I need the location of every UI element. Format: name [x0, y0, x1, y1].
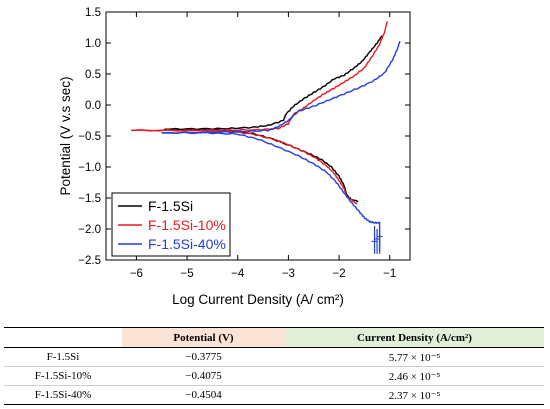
cell-potential: −0.4075	[185, 370, 222, 382]
table-row: F-1.5Si −0.3775 5.77 × 10⁻⁵	[4, 348, 544, 367]
cell-current-density: 2.46 × 10⁻⁵	[388, 370, 441, 383]
x-tick-label: −5	[181, 268, 194, 280]
x-tick-label: −3	[282, 268, 295, 280]
series-line-1-anodic	[164, 35, 383, 131]
cell-sample: F-1.5Si-10%	[34, 370, 92, 382]
y-tick-label: 0.0	[85, 100, 101, 112]
table-row: F-1.5Si-40% −0.4504 2.37 × 10⁻⁵	[4, 386, 544, 405]
legend-label: F-1.5Si-40%	[148, 236, 226, 252]
y-axis-title: Potential (V v.s sec)	[58, 76, 73, 195]
cell-sample: F-1.5Si	[46, 351, 80, 363]
series-line-3-anodic	[161, 40, 401, 134]
y-tick-label: −2.0	[78, 224, 101, 236]
x-tick-label: −4	[231, 268, 245, 280]
cell-potential: −0.3775	[185, 351, 222, 363]
header-current-density: Current Density (A/cm²)	[285, 327, 544, 348]
header-potential: Potential (V)	[122, 327, 285, 348]
x-axis-title: Log Current Density (A/ cm²)	[172, 292, 344, 307]
table-row: F-1.5Si-10% −0.4075 2.46 × 10⁻⁵	[4, 367, 544, 386]
cell-sample: F-1.5Si-40%	[34, 389, 92, 401]
y-tick-label: 0.5	[85, 69, 101, 81]
cell-potential: −0.4504	[185, 389, 222, 401]
y-tick-label: −1.5	[78, 193, 101, 205]
y-tick-label: 1.5	[85, 7, 101, 19]
legend-label: F-1.5Si-10%	[148, 217, 226, 233]
x-tick-label: −2	[333, 268, 346, 280]
table-header-row: Potential (V) Current Density (A/cm²)	[4, 327, 544, 348]
results-table: Potential (V) Current Density (A/cm²) F-…	[4, 327, 544, 405]
x-tick-label: −6	[130, 268, 143, 280]
chart-marks: −6 −5 −4 −3 −2 −1 1.5 1.0 0.5 0.0 −0.5 −1.0 −1.5 −2.0…	[58, 7, 411, 307]
legend-label: F-1.5Si	[148, 198, 193, 214]
series-line-3-cathodic	[161, 131, 381, 251]
y-tick-label: −0.5	[78, 131, 101, 143]
header-sample	[4, 328, 122, 348]
y-tick-label: −2.5	[78, 255, 101, 267]
y-tick-label: 1.0	[85, 38, 101, 50]
cell-current-density: 2.37 × 10⁻⁵	[388, 389, 441, 402]
y-tick-label: −1.0	[78, 162, 101, 174]
x-tick-label: −1	[383, 268, 396, 280]
series-line-2-anodic	[131, 21, 388, 132]
polarization-chart: −6 −5 −4 −3 −2 −1 1.5 1.0 0.5 0.0 −0.5 −1.0 −1.5 −2.0…	[58, 7, 411, 307]
cell-current-density: 5.77 × 10⁻⁵	[388, 351, 441, 364]
